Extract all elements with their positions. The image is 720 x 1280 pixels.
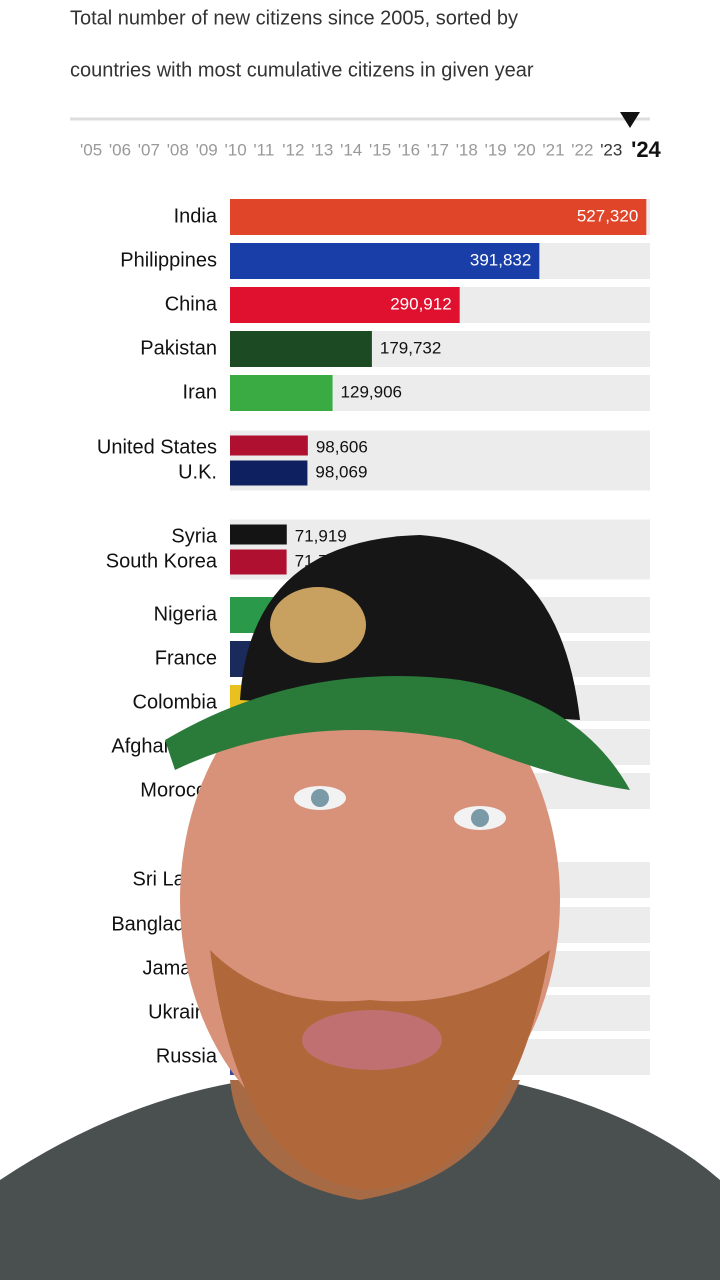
bar: [230, 199, 647, 235]
category-label: Philippines: [120, 249, 217, 271]
category-label: India: [174, 205, 218, 227]
bar: [230, 331, 372, 367]
value-label: 179,732: [380, 338, 441, 357]
timeline-year: '17: [427, 140, 449, 159]
value-label: 527,320: [577, 206, 638, 225]
timeline-year: '16: [398, 140, 420, 159]
category-label: Iran: [183, 381, 217, 403]
category-label: China: [165, 293, 218, 315]
timeline-year: '19: [485, 140, 507, 159]
iris: [471, 809, 489, 827]
category-label: Pakistan: [140, 337, 217, 359]
cap-logo: [270, 587, 366, 663]
bar: [230, 287, 460, 323]
timeline-year: '09: [196, 140, 218, 159]
bar: [230, 243, 540, 279]
timeline-year: '24: [631, 137, 661, 162]
timeline-year: '15: [369, 140, 391, 159]
bar: [230, 460, 308, 486]
category-label: Russia: [156, 1045, 218, 1067]
category-label: United States: [97, 436, 217, 458]
chart-title: Total number of new citizens since 2005,…: [70, 7, 518, 29]
category-label: U.K.: [178, 461, 217, 483]
timeline-year: '10: [225, 140, 247, 159]
timeline-year: '22: [571, 140, 593, 159]
cap: [240, 535, 580, 720]
category-label: Colombia: [133, 691, 218, 713]
value-label: 391,832: [470, 250, 531, 269]
category-label: Nigeria: [154, 603, 218, 625]
value-label: 71,919: [295, 526, 347, 545]
timeline-year: '07: [138, 140, 160, 159]
timeline-handle: [620, 112, 640, 128]
bar: [230, 549, 287, 575]
timeline-year: '12: [282, 140, 304, 159]
iris: [311, 789, 329, 807]
cap-brim: [165, 676, 630, 790]
timeline-year: '14: [340, 140, 362, 159]
category-label: Syria: [171, 525, 217, 547]
value-label: 290,912: [390, 294, 451, 313]
timeline-year: '08: [167, 140, 189, 159]
value-label: 98,606: [316, 437, 368, 456]
value-label: 129,906: [341, 382, 402, 401]
timeline-year: '20: [514, 140, 536, 159]
beard: [210, 950, 550, 1190]
timeline-year: '18: [456, 140, 478, 159]
timeline-year: '13: [311, 140, 333, 159]
bar: [230, 375, 333, 411]
timeline-year: '06: [109, 140, 131, 159]
timeline-year: '23: [600, 140, 622, 159]
presenter-overlay: [0, 535, 720, 1280]
category-label: South Korea: [106, 550, 218, 572]
category-label: France: [155, 647, 217, 669]
timeline-year: '11: [253, 140, 274, 159]
chart-title: countries with most cumulative citizens …: [70, 59, 534, 81]
timeline-year: '21: [542, 140, 564, 159]
value-label: 98,069: [315, 462, 367, 481]
timeline-year: '05: [80, 140, 102, 159]
mouth: [302, 1010, 442, 1070]
